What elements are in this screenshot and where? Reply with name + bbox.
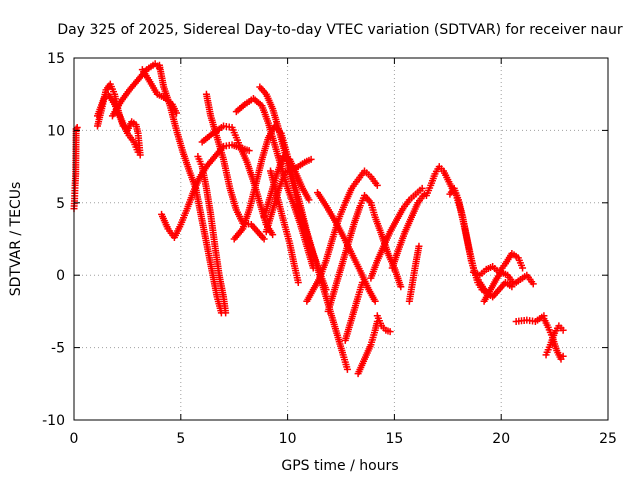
y-tick-label: 5 [56,196,65,212]
data-point [371,297,379,305]
data-point [305,196,313,204]
series-track-t [341,278,366,344]
data-point [134,148,142,156]
data-point [307,155,315,163]
data-point [418,184,426,192]
data-point [260,235,268,243]
y-tick-labels: -10 -5 0 5 10 15 [42,51,65,429]
x-tick-label: 15 [385,431,403,447]
axis-ticks [73,57,609,421]
x-tick-label: 25 [599,431,617,447]
series-track-v [367,184,426,282]
y-tick-label: -10 [42,413,65,429]
x-axis-label: GPS time / hours [281,458,398,474]
data-point [415,242,423,250]
data-point [519,264,527,272]
data-point [294,278,302,286]
data-point [529,280,537,288]
series-track-f [155,61,225,317]
data-point [73,124,81,132]
data-point [397,283,405,291]
data-point [373,181,381,189]
series-track-ac [480,268,537,305]
data-points [70,60,567,378]
data-point [559,352,567,360]
data-point [386,328,394,336]
x-tick-labels: 0 5 10 15 20 25 [70,431,617,447]
series-track-a [70,124,81,213]
series-track-p [267,167,302,286]
data-point [269,231,277,239]
x-tick-label: 20 [492,431,510,447]
series-track-w [373,312,394,336]
data-point [343,365,351,373]
data-point [559,326,567,334]
data-point [245,147,253,155]
series-track-c [93,90,142,156]
x-tick-label: 0 [70,431,79,447]
series-track-ab [469,249,527,279]
chart-title: Day 325 of 2025, Sidereal Day-to-day VTE… [57,22,623,38]
series-track-s [324,192,405,315]
data-point [222,309,230,317]
data-point [358,278,366,286]
y-tick-label: -5 [51,341,65,357]
series-track-r [314,189,379,305]
plot-frame [73,57,609,421]
series-track-h [194,152,230,317]
y-axis-label: SDTVAR / TECUs [8,182,24,297]
x-tick-label: 5 [176,431,185,447]
series-track-y [405,242,423,305]
y-tick-label: 10 [47,123,65,139]
series-track-i [202,90,268,243]
series-track-x [388,190,428,272]
series-track-e [138,66,181,117]
series-track-af [542,322,567,359]
x-tick-label: 10 [279,431,297,447]
y-tick-label: 0 [56,268,65,284]
series-track-aa [446,184,516,301]
y-tick-label: 15 [47,51,65,67]
